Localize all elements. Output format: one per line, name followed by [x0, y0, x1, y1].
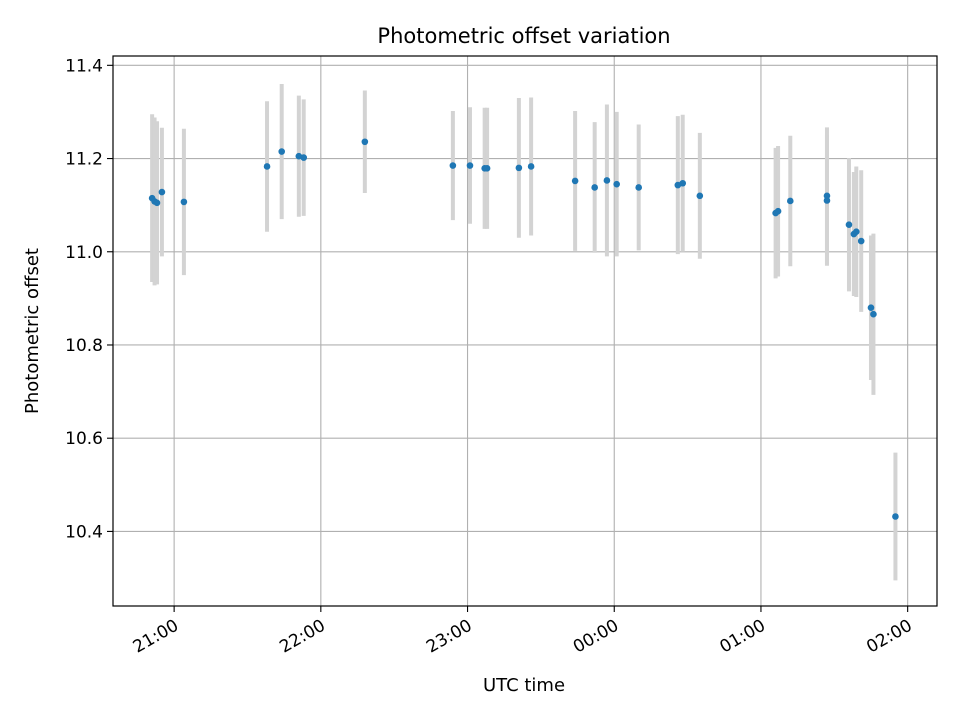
data-point: [786, 197, 794, 205]
grid: [113, 56, 937, 606]
data-point: [696, 192, 704, 200]
data-point: [679, 179, 687, 187]
data-point: [870, 310, 877, 318]
data-point: [613, 180, 620, 188]
data-point: [158, 188, 166, 196]
y-tick-label: 11.4: [65, 56, 103, 76]
x-tick-label: 01:00: [717, 616, 769, 658]
y-axis-label: Photometric offset: [22, 248, 43, 414]
data-point: [591, 184, 598, 191]
data-point: [515, 164, 523, 172]
data-point: [466, 162, 474, 169]
y-tick-label: 10.8: [65, 336, 103, 356]
data-point: [153, 199, 161, 207]
x-tick-label: 22:00: [276, 616, 328, 658]
data-points: [148, 138, 899, 520]
data-point: [527, 163, 535, 170]
data-point: [823, 197, 831, 204]
data-point: [180, 198, 188, 206]
data-point: [892, 513, 899, 520]
x-tick-label: 23:00: [423, 616, 475, 658]
data-point: [449, 162, 457, 169]
y-tick-label: 11.0: [65, 243, 103, 263]
data-point: [867, 304, 875, 311]
data-point: [853, 228, 860, 236]
data-point: [361, 138, 369, 146]
data-point: [603, 177, 611, 184]
data-point: [845, 221, 853, 229]
y-tick-label: 11.2: [65, 150, 103, 170]
y-tick-label: 10.4: [65, 522, 103, 542]
chart-title: Photometric offset variation: [377, 24, 670, 48]
y-tick-label: 10.6: [65, 429, 103, 449]
data-point: [774, 207, 782, 215]
data-point: [300, 154, 308, 161]
x-tick-label: 00:00: [570, 616, 622, 658]
x-axis: 21:00 22:00 23:00 00:00 01:00 02:00: [130, 606, 916, 657]
x-tick-label: 21:00: [130, 616, 182, 658]
data-point: [278, 148, 286, 155]
data-point: [483, 165, 491, 172]
data-point: [263, 163, 271, 170]
x-axis-label: UTC time: [483, 675, 565, 696]
plot-frame: [112, 55, 938, 607]
y-axis: 10.4 10.6 10.8 11.0 11.2 11.4: [65, 56, 113, 542]
data-point: [571, 177, 579, 185]
data-point: [635, 184, 642, 191]
x-tick-label: 02:00: [863, 616, 915, 658]
data-point: [857, 237, 865, 245]
data-point: [823, 192, 831, 200]
